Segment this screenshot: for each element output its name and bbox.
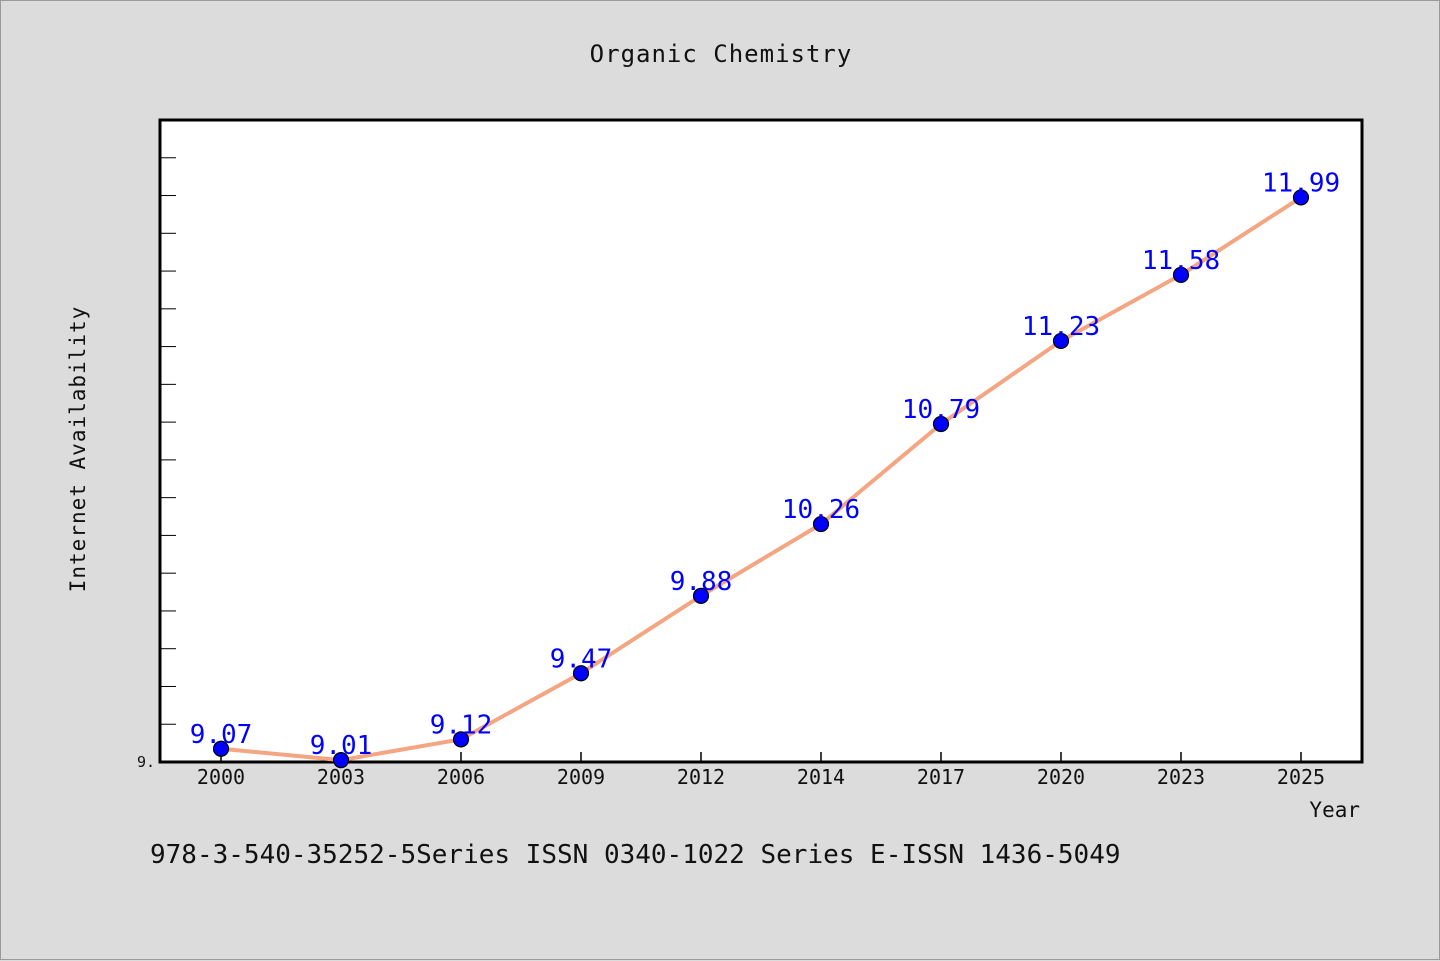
data-point [572,665,590,682]
x-tick-label: 2017 [917,765,965,789]
series-layer: 9.07 9.01 9.12 9.47 9.88 10.26 10.79 11.23 11.58… [190,168,1340,769]
x-tick-label: 2000 [197,765,245,789]
x-tick-label: 2025 [1277,765,1325,789]
data-label: 9.47 [550,644,613,674]
data-point [332,752,350,769]
data-label: 9.12 [430,710,493,740]
data-point [452,731,470,748]
data-label: 11.23 [1022,312,1100,342]
x-tick-label: 2012 [677,765,725,789]
data-point [212,740,230,757]
chart-title: Organic Chemistry [590,40,853,68]
data-label: 9.01 [310,731,373,761]
footer-isbn-issn: 978-3-540-35252-5Series ISSN 0340-1022 S… [150,840,1121,870]
x-tick-label: 2009 [557,765,605,789]
data-label: 10.26 [782,495,860,525]
y-axis-minor-ticks [160,157,176,725]
data-label: 9.07 [190,720,253,750]
data-point [1172,266,1190,283]
series-line [219,195,1303,763]
x-tick-label: 2006 [437,765,485,789]
data-point [812,515,830,533]
x-tick-label: 2003 [317,765,365,789]
x-tick-label: 2020 [1037,765,1085,789]
data-label: 10.79 [902,395,980,425]
x-tick-label: 2014 [797,765,845,789]
data-point [1292,189,1310,206]
x-tick-label: 2023 [1157,765,1205,789]
y-tick-label: 9. [137,753,155,771]
data-point [692,587,710,604]
data-label: 11.99 [1262,168,1340,198]
data-label: 9.88 [670,567,733,597]
x-axis-label: Year [1309,798,1360,822]
y-axis-label: Internet Availability [66,306,90,593]
data-label: 11.58 [1142,246,1220,276]
plot-area [158,118,1364,764]
data-point [932,415,950,433]
x-axis-tick-labels: 2000 2003 2006 2009 2012 2014 2017 2020 2023 2025 [197,765,1325,789]
data-point [1052,332,1070,350]
